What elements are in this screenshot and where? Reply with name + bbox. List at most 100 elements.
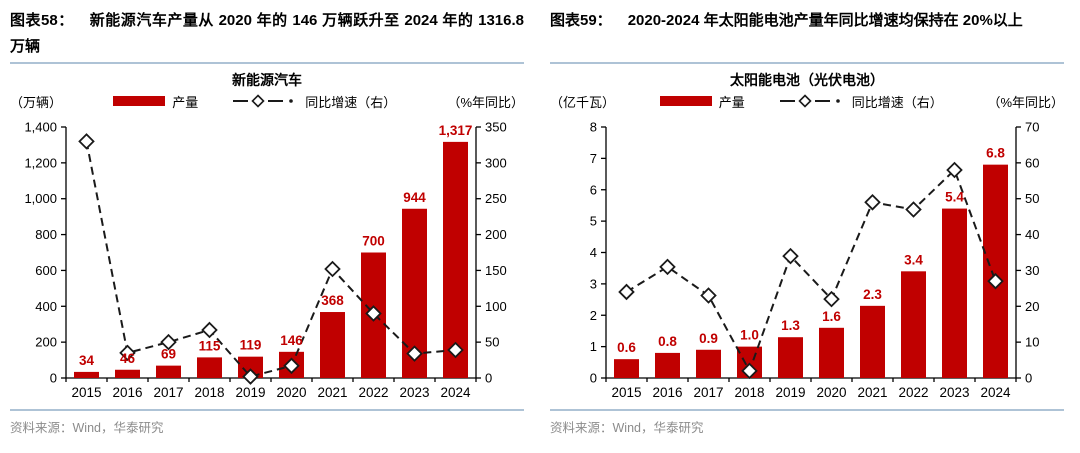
svg-text:2021: 2021	[317, 385, 347, 400]
svg-text:2015: 2015	[71, 385, 101, 400]
svg-text:1,200: 1,200	[24, 155, 57, 170]
svg-text:2017: 2017	[693, 385, 723, 400]
svg-text:46: 46	[120, 351, 136, 366]
legend-label-yoy-growth: 同比增速（右）	[305, 94, 397, 110]
svg-text:2024: 2024	[980, 385, 1011, 400]
svg-text:1: 1	[590, 339, 597, 354]
footer-divider	[550, 408, 1064, 411]
svg-text:2019: 2019	[775, 385, 805, 400]
svg-text:700: 700	[362, 233, 385, 248]
svg-text:2018: 2018	[194, 385, 224, 400]
svg-text:146: 146	[280, 333, 303, 348]
svg-text:600: 600	[35, 263, 57, 278]
svg-text:0.9: 0.9	[699, 331, 718, 346]
svg-text:300: 300	[485, 155, 507, 170]
nev-production-chart: 0 200 400 600 800 1,000 1,200 1,400 0 50 100 150 200…	[24, 119, 507, 400]
figure-58-number: 图表58：	[10, 12, 74, 29]
svg-text:3: 3	[590, 276, 597, 291]
bar-series-swatch	[659, 96, 712, 107]
dashed-diamond-line-swatch	[779, 94, 840, 108]
legend-label-yoy-growth: 同比增速（右）	[851, 94, 943, 110]
svg-text:69: 69	[161, 346, 176, 361]
svg-text:0.8: 0.8	[658, 334, 677, 349]
svg-text:8: 8	[590, 119, 597, 134]
svg-text:2020: 2020	[276, 385, 306, 400]
header-divider	[10, 62, 524, 64]
legend-row: （亿千瓦） 产量 同比增速（右） （%年同比）	[550, 92, 1064, 111]
left-axis-unit-label: （亿千瓦）	[550, 94, 616, 110]
figure-58-title-text: 新能源汽车产量从 2020 年的 146 万辆跃升至 2024 年的 1316.…	[10, 12, 524, 55]
svg-text:2020: 2020	[816, 385, 846, 400]
chart-title: 新能源汽车	[232, 72, 302, 88]
svg-text:0: 0	[1025, 370, 1032, 385]
svg-text:0: 0	[50, 370, 57, 385]
svg-text:10: 10	[1025, 334, 1039, 349]
svg-text:40: 40	[1025, 227, 1039, 242]
source-note: 资料来源：Wind，华泰研究	[550, 420, 704, 435]
legend-label-production: 产量	[172, 94, 199, 110]
svg-text:50: 50	[1025, 191, 1039, 206]
svg-text:200: 200	[35, 334, 57, 349]
svg-text:2016: 2016	[112, 385, 142, 400]
figure-59-title-text: 2020-2024 年太阳能电池产量年同比增速均保持在 20%以上	[627, 12, 1023, 29]
svg-text:119: 119	[240, 337, 262, 352]
svg-text:5.4: 5.4	[945, 189, 964, 204]
legend: 产量 同比增速（右）	[62, 92, 447, 111]
svg-text:1.6: 1.6	[822, 309, 841, 324]
svg-text:250: 250	[485, 191, 507, 206]
svg-text:800: 800	[35, 227, 57, 242]
figure-59-panel: 图表59： 2020-2024 年太阳能电池产量年同比增速均保持在 20%以上 太…	[540, 0, 1080, 453]
svg-text:1,400: 1,400	[24, 119, 57, 134]
svg-text:60: 60	[1025, 155, 1039, 170]
solar-cell-production-chart: 0 1 2 3 4 5 6 7 8 0 10 20 30 40 50 60 70 2015 2016 2017 2018…	[590, 119, 1040, 400]
figure-59-number: 图表59：	[550, 12, 612, 29]
footer-divider	[10, 408, 524, 411]
svg-text:5: 5	[590, 213, 597, 228]
legend-row: （万辆） 产量 同比增速（右） （%年同比）	[10, 92, 524, 111]
svg-text:400: 400	[35, 299, 57, 314]
svg-text:2023: 2023	[399, 385, 429, 400]
header-divider	[550, 62, 1064, 64]
svg-text:2024: 2024	[440, 385, 471, 400]
right-axis-unit-label: （%年同比）	[987, 94, 1064, 110]
svg-text:2: 2	[590, 308, 597, 323]
svg-text:115: 115	[199, 338, 221, 353]
svg-text:3.4: 3.4	[904, 252, 923, 267]
svg-text:7: 7	[590, 151, 597, 166]
svg-text:1.0: 1.0	[740, 327, 759, 342]
svg-text:1,317: 1,317	[439, 123, 473, 138]
svg-text:2016: 2016	[652, 385, 682, 400]
source-note: 资料来源：Wind，华泰研究	[10, 420, 164, 435]
svg-text:368: 368	[321, 293, 344, 308]
svg-text:100: 100	[485, 299, 507, 314]
svg-text:4: 4	[590, 245, 597, 260]
bar-series-swatch	[113, 96, 166, 107]
svg-text:6: 6	[590, 182, 597, 197]
svg-text:0.6: 0.6	[617, 340, 636, 355]
svg-text:30: 30	[1025, 263, 1039, 278]
svg-text:2022: 2022	[358, 385, 388, 400]
svg-text:2019: 2019	[235, 385, 265, 400]
svg-text:50: 50	[485, 334, 499, 349]
left-axis-unit-label: （万辆）	[10, 94, 63, 110]
figure-59-headline: 图表59： 2020-2024 年太阳能电池产量年同比增速均保持在 20%以上	[550, 8, 1064, 60]
legend-item-production: 产量	[113, 92, 198, 111]
right-axis-unit-label: （%年同比）	[447, 94, 524, 110]
legend-item-yoy-growth: 同比增速（右）	[779, 92, 943, 111]
svg-text:2022: 2022	[898, 385, 928, 400]
dashed-diamond-line-swatch	[233, 94, 294, 108]
figure-58-panel: 图表58： 新能源汽车产量从 2020 年的 146 万辆跃升至 2024 年的 …	[10, 8, 524, 435]
svg-text:350: 350	[485, 119, 507, 134]
legend: 产量 同比增速（右）	[615, 92, 987, 111]
svg-text:20: 20	[1025, 299, 1039, 314]
svg-text:200: 200	[485, 227, 507, 242]
figure-58-headline: 图表58： 新能源汽车产量从 2020 年的 146 万辆跃升至 2024 年的 …	[10, 8, 524, 60]
svg-text:1.3: 1.3	[781, 318, 800, 333]
legend-item-yoy-growth: 同比增速（右）	[232, 92, 396, 111]
svg-text:2015: 2015	[611, 385, 641, 400]
svg-text:944: 944	[403, 190, 426, 205]
svg-text:0: 0	[590, 370, 597, 385]
legend-label-production: 产量	[718, 94, 745, 110]
svg-text:1,000: 1,000	[24, 191, 57, 206]
